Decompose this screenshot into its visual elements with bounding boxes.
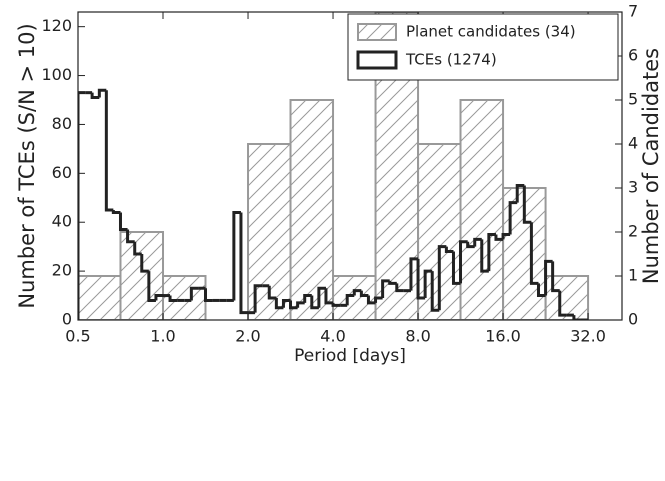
- tce-step: [536, 283, 546, 298]
- legend-label: TCEs (1274): [405, 51, 497, 69]
- tce-step: [90, 92, 100, 100]
- tce-step: [508, 201, 518, 235]
- y-tick-label: 40: [52, 212, 72, 231]
- y2-axis-label: Number of Candidates: [639, 48, 663, 284]
- tce-step: [97, 88, 107, 98]
- tce-step: [409, 257, 419, 291]
- y2-tick-label: 3: [628, 178, 638, 197]
- tce-step: [147, 271, 156, 302]
- tce-step: [168, 295, 178, 302]
- x-tick-label: 8.0: [405, 327, 430, 346]
- tce-step: [359, 290, 369, 298]
- x-tick-label: 2.0: [235, 327, 260, 346]
- tce-step: [239, 212, 249, 315]
- tce-step: [78, 91, 86, 320]
- tce-step: [395, 283, 404, 293]
- y-axis-label: Number of TCEs (S/N > 10): [15, 23, 39, 308]
- tce-step: [310, 295, 319, 310]
- tce-step: [296, 301, 305, 308]
- tce-step: [430, 271, 440, 312]
- x-tick-label: 1.0: [150, 327, 175, 346]
- candidate-bar: [119, 231, 165, 320]
- tce-step: [459, 240, 468, 284]
- tce-step: [473, 237, 482, 247]
- x-axis-label: Period [days]: [294, 346, 406, 366]
- tce-step: [388, 280, 397, 285]
- y2-tick-label: 5: [628, 90, 638, 109]
- legend-label: Planet candidates (34): [406, 23, 576, 41]
- tce-step: [203, 288, 213, 302]
- tce-step: [416, 258, 426, 300]
- x-tick-label: 32.0: [570, 327, 606, 346]
- tce-step: [317, 286, 326, 308]
- frame: [77, 11, 623, 321]
- tce-step: [451, 251, 461, 285]
- y-tick-label: 100: [41, 65, 72, 84]
- tce-step: [267, 285, 277, 300]
- x-tick-label: 4.0: [320, 327, 345, 346]
- tce-step: [104, 90, 114, 212]
- tce-step: [345, 294, 355, 306]
- tce-step: [381, 279, 390, 298]
- tce-step: [366, 295, 376, 305]
- tce-step: [189, 286, 199, 301]
- tce-step: [352, 289, 362, 296]
- candidate-bar: [78, 275, 122, 320]
- legend-swatch: [357, 23, 397, 41]
- legend-swatch: [356, 50, 398, 70]
- x-tick-label: 16.0: [485, 327, 521, 346]
- tce-step: [154, 294, 164, 301]
- tce-step: [522, 185, 532, 224]
- candidate-bar: [289, 99, 335, 320]
- tce-step: [232, 210, 241, 301]
- y2-tick-label: 6: [628, 46, 638, 65]
- tce-step: [501, 232, 511, 240]
- y2-tick-label: 2: [628, 222, 638, 241]
- tce-step: [544, 259, 553, 296]
- tce-step: [480, 239, 489, 273]
- tce-step: [515, 184, 525, 203]
- tce-step: [133, 241, 142, 256]
- tce-step: [437, 245, 447, 311]
- tce-step: [558, 290, 567, 317]
- tce-step: [551, 261, 560, 293]
- y-tick-label: 60: [52, 163, 72, 182]
- tce-step: [374, 296, 383, 303]
- tce-step: [253, 284, 263, 313]
- tce-step: [529, 222, 539, 285]
- tce-step: [289, 300, 298, 310]
- tce-step: [118, 212, 128, 232]
- tce-step: [111, 210, 121, 214]
- tce-step: [494, 234, 504, 241]
- tce-step: [487, 232, 496, 272]
- y2-tick-label: 0: [628, 310, 638, 329]
- tce-step: [281, 298, 291, 308]
- y2-tick-label: 1: [628, 266, 638, 285]
- tce-step: [331, 302, 341, 307]
- candidate-bar: [459, 99, 505, 320]
- plot-area: [78, 12, 590, 320]
- y-tick-label: 0: [62, 310, 72, 329]
- y-tick-label: 120: [41, 16, 72, 35]
- tce-step: [126, 229, 135, 244]
- y-tick-label: 20: [52, 261, 72, 280]
- x-tick-label: 0.5: [65, 327, 90, 346]
- tce-step: [303, 294, 312, 303]
- tce-step: [140, 254, 149, 273]
- y2-tick-label: 4: [628, 134, 638, 153]
- y2-tick-label: 7: [628, 2, 638, 21]
- tce-step: [466, 241, 475, 249]
- y-tick-label: 80: [52, 114, 72, 133]
- tce-step: [324, 288, 334, 305]
- tce-step: [423, 269, 433, 298]
- tce-step: [274, 298, 284, 310]
- tce-step: [444, 246, 454, 254]
- tce-step: [572, 315, 581, 320]
